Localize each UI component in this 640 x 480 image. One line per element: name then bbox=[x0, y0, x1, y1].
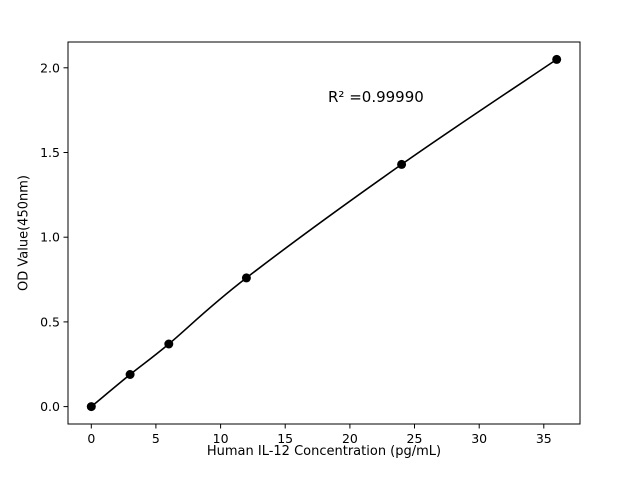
x-tick-label: 10 bbox=[213, 431, 229, 446]
x-tick-label: 0 bbox=[87, 431, 95, 446]
x-axis-label: Human IL-12 Concentration (pg/mL) bbox=[206, 444, 442, 459]
x-tick-label: 25 bbox=[407, 431, 423, 446]
x-tick-label: 5 bbox=[152, 431, 160, 446]
standard-curve-line bbox=[90, 58, 558, 408]
data-point bbox=[397, 159, 407, 169]
x-tick-label: 30 bbox=[471, 431, 487, 446]
data-point bbox=[241, 273, 251, 283]
y-tick-label: 1.5 bbox=[40, 145, 60, 160]
y-axis-label: OD Value(450nm) bbox=[16, 175, 32, 291]
y-tick-label: 0.0 bbox=[40, 399, 60, 414]
y-tick-label: 2.0 bbox=[40, 60, 60, 75]
r-squared-annotation: R² =0.99990 bbox=[328, 88, 424, 106]
data-point bbox=[86, 402, 96, 412]
y-tick-label: 0.5 bbox=[40, 314, 60, 329]
plot-border bbox=[67, 41, 581, 425]
y-tick-label: 1.0 bbox=[40, 230, 60, 245]
x-tick-label: 35 bbox=[536, 431, 552, 446]
data-point bbox=[125, 370, 135, 379]
x-tick-label: 20 bbox=[342, 431, 358, 446]
x-tick-label: 15 bbox=[277, 431, 293, 446]
data-point bbox=[164, 339, 174, 349]
data-point bbox=[552, 54, 562, 64]
